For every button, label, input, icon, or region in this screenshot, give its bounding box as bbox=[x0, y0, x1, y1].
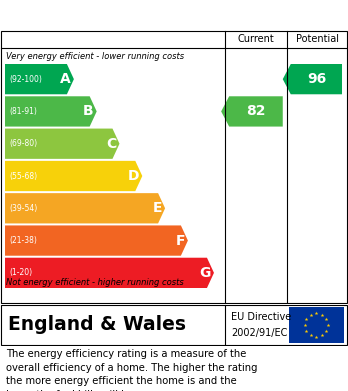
Text: Potential: Potential bbox=[296, 34, 339, 44]
Text: Energy Efficiency Rating: Energy Efficiency Rating bbox=[8, 7, 218, 23]
Text: 96: 96 bbox=[307, 72, 326, 86]
Polygon shape bbox=[5, 226, 188, 256]
Text: B: B bbox=[83, 104, 94, 118]
Text: (81-91): (81-91) bbox=[9, 107, 37, 116]
Text: D: D bbox=[128, 169, 139, 183]
Text: 82: 82 bbox=[246, 104, 266, 118]
Text: (55-68): (55-68) bbox=[9, 172, 37, 181]
Text: 2002/91/EC: 2002/91/EC bbox=[231, 328, 287, 337]
Bar bbox=[289, 307, 344, 343]
Text: Very energy efficient - lower running costs: Very energy efficient - lower running co… bbox=[6, 52, 184, 61]
Text: F: F bbox=[175, 233, 185, 248]
Text: (21-38): (21-38) bbox=[9, 236, 37, 245]
Text: EU Directive: EU Directive bbox=[231, 312, 291, 323]
Polygon shape bbox=[283, 64, 342, 94]
Text: The energy efficiency rating is a measure of the
overall efficiency of a home. T: The energy efficiency rating is a measur… bbox=[6, 349, 258, 391]
Text: G: G bbox=[200, 266, 211, 280]
Text: Not energy efficient - higher running costs: Not energy efficient - higher running co… bbox=[6, 278, 184, 287]
Text: (92-100): (92-100) bbox=[9, 75, 42, 84]
Text: England & Wales: England & Wales bbox=[8, 316, 186, 334]
Text: (69-80): (69-80) bbox=[9, 139, 37, 148]
Polygon shape bbox=[221, 96, 283, 127]
Text: C: C bbox=[106, 137, 117, 151]
Text: (39-54): (39-54) bbox=[9, 204, 37, 213]
Text: (1-20): (1-20) bbox=[9, 268, 32, 277]
Polygon shape bbox=[5, 193, 165, 223]
Text: E: E bbox=[152, 201, 162, 215]
Text: A: A bbox=[60, 72, 71, 86]
Polygon shape bbox=[5, 129, 119, 159]
Polygon shape bbox=[5, 161, 142, 191]
Polygon shape bbox=[5, 96, 97, 127]
Polygon shape bbox=[5, 64, 74, 94]
Polygon shape bbox=[5, 258, 214, 288]
Text: Current: Current bbox=[238, 34, 274, 44]
